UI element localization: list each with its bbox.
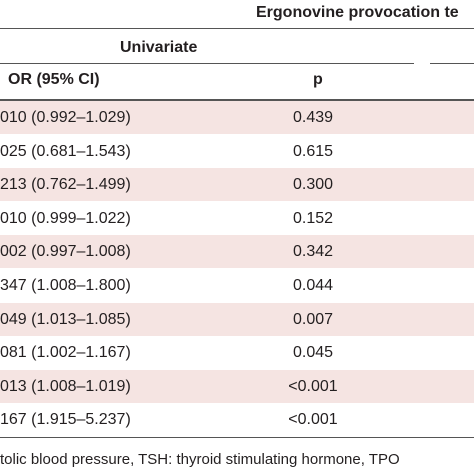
footnote: tolic blood pressure, TSH: thyroid stimu… — [0, 451, 400, 468]
p-cell: 0.045 — [292, 344, 334, 362]
rule — [0, 437, 474, 438]
column-header: p — [313, 71, 323, 88]
table-row — [0, 235, 474, 269]
table-row — [0, 302, 474, 336]
p-cell: 0.152 — [292, 209, 334, 227]
or-cell: 081 (1.002–1.167) — [0, 344, 131, 362]
table-title: Ergonovine provocation te — [256, 4, 459, 21]
rule — [0, 63, 414, 64]
p-cell: 0.007 — [292, 310, 334, 328]
or-cell: 025 (0.681–1.543) — [0, 142, 131, 160]
rule — [430, 63, 474, 64]
table-row — [0, 369, 474, 403]
rule — [0, 99, 474, 101]
group-header: Univariate — [120, 39, 198, 56]
p-cell: 0.300 — [292, 176, 334, 194]
p-cell: 0.439 — [292, 109, 334, 126]
p-cell: 0.615 — [292, 142, 334, 160]
table-row — [0, 168, 474, 202]
or-cell: 347 (1.008–1.800) — [0, 277, 131, 294]
rule — [0, 28, 474, 29]
p-cell: 0.044 — [292, 277, 334, 294]
or-cell: 013 (1.008–1.019) — [0, 377, 131, 395]
p-cell: <0.001 — [288, 377, 338, 395]
or-cell: 010 (0.992–1.029) — [0, 109, 131, 126]
p-cell: 0.342 — [292, 243, 334, 261]
column-header: OR (95% CI) — [8, 71, 100, 88]
or-cell: 002 (0.997–1.008) — [0, 243, 131, 261]
or-cell: 010 (0.999–1.022) — [0, 209, 131, 227]
p-cell: <0.001 — [288, 411, 338, 429]
or-cell: 167 (1.915–5.237) — [0, 411, 131, 429]
or-cell: 213 (0.762–1.499) — [0, 176, 131, 194]
or-cell: 049 (1.013–1.085) — [0, 310, 131, 328]
table-row — [0, 101, 474, 134]
